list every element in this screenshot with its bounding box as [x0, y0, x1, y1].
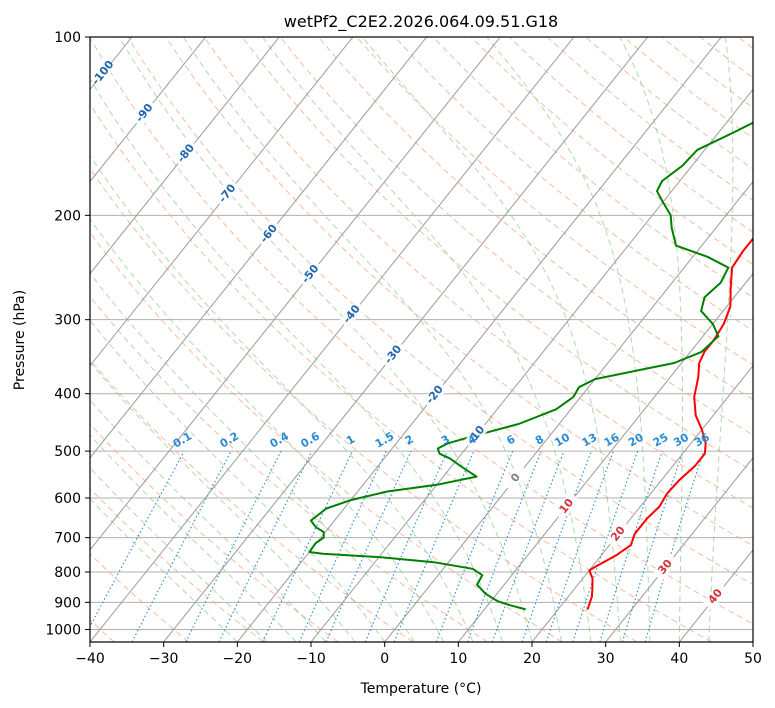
x-tick-label: −30 [149, 651, 179, 667]
isotherm-line [384, 180, 753, 642]
x-tick-label: 50 [744, 651, 762, 667]
y-tick-label: 1000 [45, 622, 81, 638]
y-axis-label: Pressure (hPa) [12, 290, 28, 390]
moist-adiabat [182, 37, 562, 642]
isotherm-line [457, 272, 753, 642]
dry-adiabat [90, 37, 753, 625]
mixing-ratio-line [491, 450, 565, 642]
mixing-ratio-line [185, 450, 282, 642]
y-tick-label: 400 [54, 387, 81, 403]
isotherm-line [90, 37, 280, 275]
x-tick-label: −20 [223, 651, 253, 667]
dry-adiabat [90, 553, 190, 642]
moist-adiabat [90, 467, 268, 642]
isotherm-line [605, 457, 753, 642]
mixing-ratio-line [90, 450, 185, 628]
dry-adiabat [356, 37, 753, 366]
y-tick-label: 300 [54, 313, 81, 329]
isotherm-line [90, 37, 575, 642]
dry-adiabat [90, 423, 339, 642]
dry-adiabat [90, 103, 712, 642]
isotherm-line [163, 37, 649, 642]
mixing-ratio-line [364, 450, 448, 642]
moist-adiabat [90, 218, 445, 642]
x-tick-label: 40 [670, 651, 688, 667]
x-tick-label: 0 [380, 651, 389, 667]
y-tick-label: 700 [54, 531, 81, 547]
plot-frame [89, 36, 754, 643]
mixing-ratio-line [621, 450, 684, 642]
profiles [308, 121, 753, 611]
isotherm-line [90, 37, 354, 367]
x-tick-label: −40 [75, 651, 105, 667]
mixing-ratio-line [435, 450, 514, 642]
y-tick-label: 200 [54, 208, 81, 224]
x-axis-ticks: −40 −30 −20 −10 0 10 20 30 40 50 [75, 642, 762, 667]
y-tick-label: 900 [54, 595, 81, 611]
moist-adiabat [90, 434, 297, 642]
x-tick-label: −10 [296, 651, 326, 667]
isotherm-line [90, 37, 207, 183]
moist-adiabat [486, 37, 651, 642]
mixing-ratio-line [599, 450, 663, 642]
y-tick-label: 100 [54, 30, 81, 46]
y-tick-label: 500 [54, 444, 81, 460]
x-axis-label: Temperature (°C) [360, 681, 482, 697]
dry-adiabat [90, 295, 488, 642]
mixing-ratio-line [466, 450, 542, 642]
moist-adiabat [619, 37, 683, 642]
x-tick-label: 30 [597, 651, 615, 667]
mixing-ratio-line [325, 450, 412, 642]
y-tick-label: 600 [54, 491, 81, 507]
mixing-ratio-line [572, 450, 639, 642]
dry-adiabat [127, 37, 753, 586]
temperature-profile [586, 237, 753, 610]
moist-adiabat [90, 361, 356, 642]
moist-adiabat [90, 319, 386, 642]
mixing-ratio-lines [90, 450, 705, 642]
dry-adiabat [90, 231, 563, 642]
dry-adiabat [394, 37, 753, 332]
dewpoint-profile [308, 121, 753, 611]
x-tick-label: 20 [523, 651, 541, 667]
mixing-ratio-line [545, 450, 614, 642]
chart-title: wetPf2_C2E2.2026.064.09.51.G18 [284, 12, 558, 32]
moist-adiabat [90, 498, 238, 642]
isotherm-line [310, 88, 753, 642]
dry-adiabat [90, 167, 638, 642]
y-axis-ticks: 100 200 300 400 500 600 700 800 900 1000 [45, 30, 90, 638]
isotherm-line [90, 37, 428, 459]
isotherms [90, 37, 753, 642]
moist-adiabat [362, 37, 621, 642]
x-tick-label: 10 [449, 651, 467, 667]
mixing-ratio-line [521, 450, 592, 642]
isotherm-line [90, 37, 501, 551]
dry-adiabat [165, 37, 753, 547]
y-tick-label: 800 [54, 565, 81, 581]
moist-adiabat [262, 37, 592, 642]
moist-adiabat [90, 154, 474, 642]
dry-adiabat [318, 37, 753, 401]
